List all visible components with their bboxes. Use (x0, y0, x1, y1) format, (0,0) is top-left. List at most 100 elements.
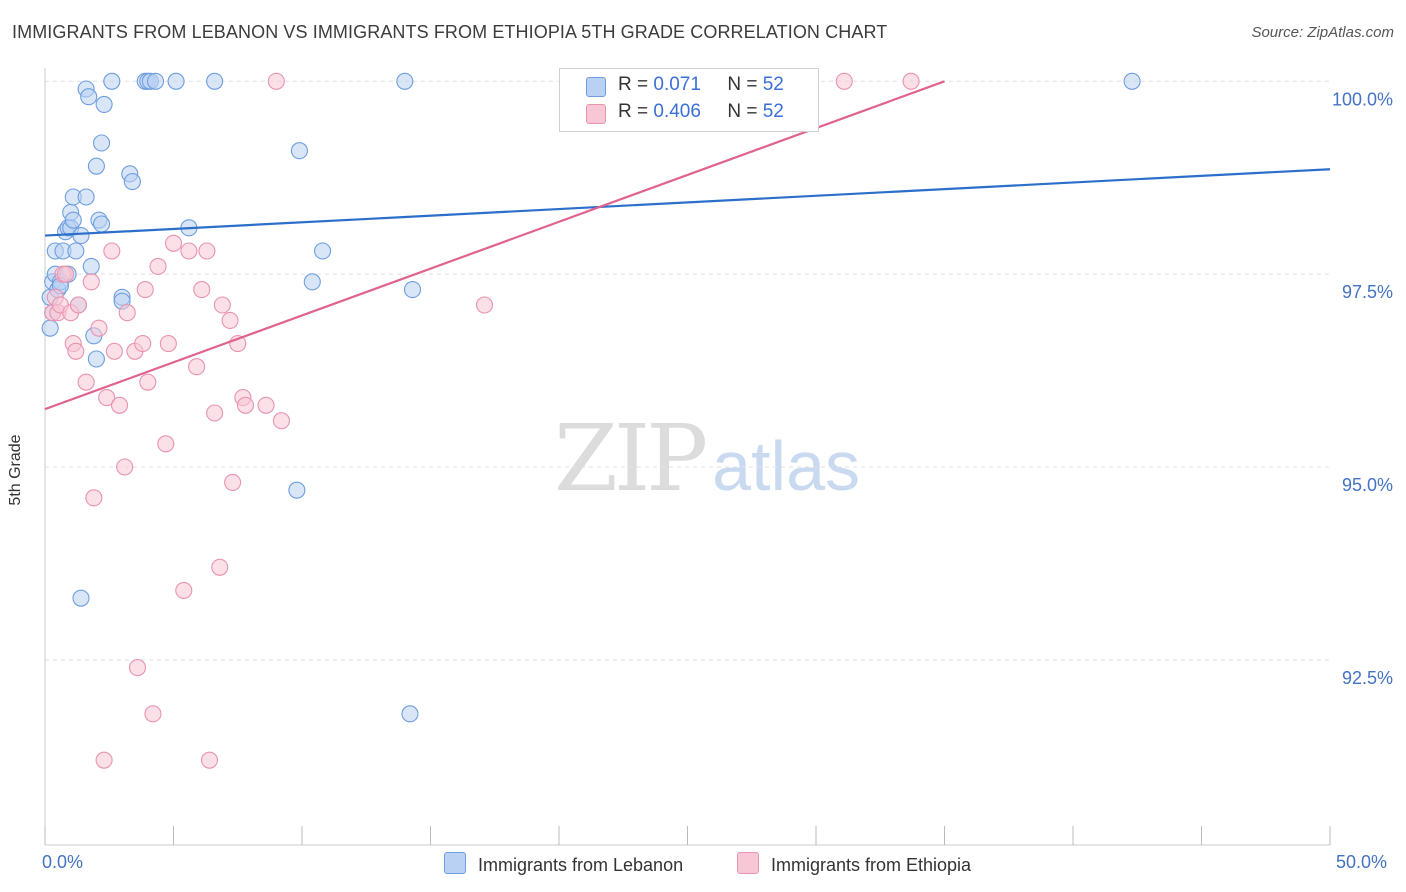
chart-title: IMMIGRANTS FROM LEBANON VS IMMIGRANTS FR… (12, 22, 888, 42)
lebanon-point (303, 273, 321, 291)
lebanon-point (396, 72, 414, 90)
ethiopia-point (224, 473, 242, 491)
trend-lines (44, 80, 1331, 411)
n-value: 52 (762, 74, 784, 95)
ethiopia-point (105, 342, 123, 360)
y-tick-label: 95.0% (1342, 475, 1393, 495)
lebanon-point (288, 481, 306, 499)
lebanon-point (1123, 72, 1141, 90)
series-legend-lebanon[interactable]: Immigrants from Lebanon (444, 852, 683, 876)
series-swatch-lebanon (444, 852, 466, 874)
ethiopia-point (110, 396, 129, 414)
lebanon-point (92, 134, 111, 152)
lebanon-point (80, 88, 98, 106)
ethiopia-point (221, 311, 239, 329)
lebanon-point (206, 72, 224, 90)
ethiopia-point (149, 257, 167, 275)
r-label: R = (618, 74, 649, 95)
ethiopia-point (69, 296, 87, 314)
ethiopia-point (835, 72, 853, 90)
ethiopia-point (103, 242, 121, 260)
ethiopia-point (475, 296, 494, 314)
x-tick-label-min: 0.0% (42, 852, 84, 872)
watermark-zip: ZIP (554, 405, 708, 512)
ethiopia-point (257, 396, 275, 414)
ethiopia-point (98, 389, 116, 407)
series-swatch-ethiopia (737, 852, 759, 874)
lebanon-point (72, 227, 90, 245)
ethiopia-point (139, 373, 157, 391)
ethiopia-point (77, 373, 95, 391)
lebanon-point (82, 257, 100, 275)
ethiopia-point (85, 489, 103, 507)
r-label: R = (618, 101, 649, 122)
lebanon-point (64, 211, 82, 229)
lebanon-point (103, 72, 121, 90)
watermark: ZIP atlas (554, 405, 860, 512)
ethiopia-point (164, 234, 183, 252)
lebanon-point (41, 319, 59, 337)
grid-lines (45, 80, 1330, 661)
ethiopia-point (193, 281, 211, 299)
ethiopia-point (134, 335, 152, 353)
y-tick-label: 100.0% (1332, 89, 1393, 109)
lebanon-point (87, 350, 105, 368)
ethiopia-point (128, 659, 147, 677)
ethiopia-point (200, 751, 219, 769)
ethiopia-point (180, 242, 198, 260)
ethiopia-point (136, 281, 154, 299)
lebanon-point (95, 95, 113, 113)
ethiopia-point (67, 342, 85, 360)
n-label: N = (727, 101, 758, 122)
x-tick-label-max: 50.0% (1336, 852, 1388, 872)
axes (44, 68, 1331, 846)
ethiopia-point (95, 751, 113, 769)
legend-swatch-ethiopia (586, 104, 606, 124)
n-value: 52 (762, 101, 784, 122)
correlation-legend: R = 0.071 N = 52 R = 0.406 N = 52 (559, 68, 819, 132)
lebanon-point (146, 72, 165, 90)
ethiopia-point (175, 581, 193, 599)
ethiopia-trend-line (44, 80, 945, 411)
watermark-atlas: atlas (712, 427, 861, 505)
lebanon-point (87, 157, 105, 175)
y-tick-labels: 100.0% 97.5% 95.0% 92.5% (1332, 89, 1393, 688)
ethiopia-point (198, 242, 216, 260)
ethiopia-point (267, 72, 285, 90)
ethiopia-point (82, 273, 100, 291)
source-label[interactable]: Source: ZipAtlas.com (1251, 24, 1394, 41)
r-value: 0.406 (653, 101, 701, 122)
ethiopia-point (159, 335, 177, 353)
lebanon-point (77, 188, 95, 206)
r-value: 0.071 (653, 74, 701, 95)
series-label-ethiopia: Immigrants from Ethiopia (771, 855, 972, 875)
lebanon-point (67, 242, 85, 260)
ethiopia-point (57, 265, 75, 283)
legend-text-lebanon: R = 0.071 N = 52 (618, 74, 784, 96)
ethiopia-point (116, 458, 134, 476)
ethiopia-point (90, 319, 108, 337)
ethiopia-point (211, 558, 229, 576)
series-label-lebanon: Immigrants from Lebanon (478, 855, 684, 875)
ethiopia-point (236, 396, 255, 414)
lebanon-point (290, 142, 308, 160)
ethiopia-point (157, 435, 175, 453)
data-points (41, 72, 1141, 769)
ethiopia-point (213, 296, 231, 314)
ethiopia-point (272, 412, 290, 430)
ethiopia-point (902, 72, 920, 90)
series-legend-ethiopia[interactable]: Immigrants from Ethiopia (737, 852, 971, 876)
lebanon-point (123, 173, 141, 191)
ethiopia-point (118, 304, 136, 322)
lebanon-point (314, 242, 332, 260)
legend-text-ethiopia: R = 0.406 N = 52 (618, 101, 784, 123)
ethiopia-point (144, 705, 162, 723)
y-tick-label: 97.5% (1342, 282, 1393, 302)
lebanon-point (403, 281, 422, 299)
lebanon-point (167, 72, 185, 90)
lebanon-point (72, 589, 90, 607)
lebanon-point (92, 215, 111, 233)
ethiopia-point (206, 404, 224, 422)
legend-swatch-lebanon (586, 77, 606, 97)
